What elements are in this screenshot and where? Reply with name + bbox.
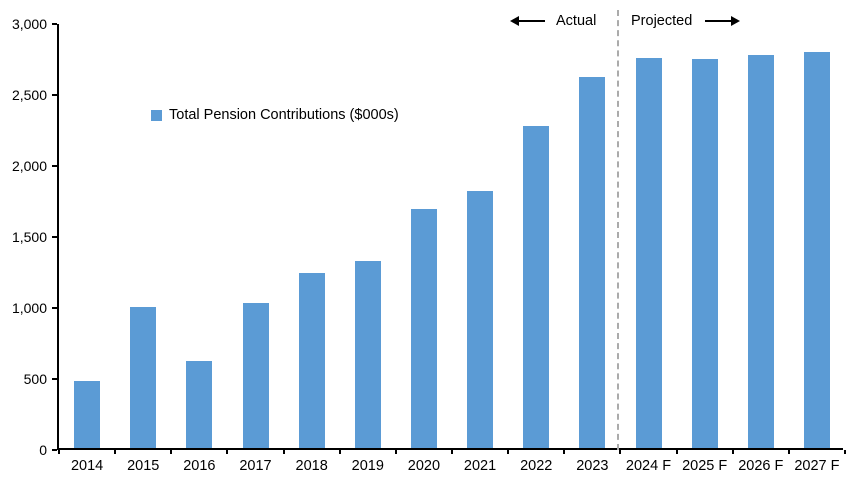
right-arrow-icon [705, 16, 741, 26]
x-axis-label: 2015 [127, 458, 160, 474]
x-axis-tick [170, 450, 173, 454]
x-axis-tick [338, 450, 341, 454]
x-axis-label: 2024 F [625, 458, 672, 474]
x-axis-tick [394, 450, 397, 454]
x-axis-label: 2025 F [682, 458, 728, 474]
bar [635, 57, 662, 448]
bar [354, 260, 381, 448]
x-axis-label: 2017 [239, 458, 272, 474]
left-arrow-icon [510, 16, 545, 26]
plot-area: 0 500 1,000 1,500 2,000 2,500 3,000 2014 2015 201… [12, 16, 846, 474]
x-axis-tick [675, 450, 678, 454]
x-axis-tick [507, 450, 510, 454]
x-axis-label: 2022 [520, 458, 553, 474]
y-axis-label: 2,500 [11, 86, 47, 103]
legend-swatch-icon [151, 109, 162, 121]
bar [747, 54, 774, 448]
y-axis-label: 500 [23, 370, 47, 387]
legend: Total Pension Contributions ($000s) [151, 107, 399, 123]
x-axis-label: 2023 [576, 458, 609, 474]
bar [523, 125, 550, 448]
y-axis-label: 3,000 [11, 15, 47, 32]
y-axis-tick [52, 378, 57, 380]
y-axis-label: 1,500 [11, 228, 47, 245]
x-axis-tick [731, 450, 734, 454]
bar [410, 209, 437, 448]
x-axis-label: 2027 F [794, 458, 840, 474]
actual-projected-divider [617, 10, 620, 450]
actual-annotation: Actual [510, 13, 596, 29]
x-axis-tick [451, 450, 453, 454]
x-axis-tick [114, 450, 117, 454]
bar [130, 307, 157, 448]
bar [691, 58, 718, 448]
y-axis-tick [52, 94, 57, 96]
x-axis-label: 2014 [70, 458, 104, 474]
bar [298, 273, 325, 448]
x-axis-label: 2026 F [738, 458, 784, 474]
y-axis-tick [52, 449, 57, 451]
projected-label: Projected [631, 13, 693, 29]
y-axis-label: 1,000 [11, 299, 47, 316]
y-axis-label: 2,000 [11, 157, 47, 174]
x-axis-label: 2021 [463, 458, 497, 474]
y-axis-tick [52, 307, 57, 309]
bar [74, 381, 101, 448]
x-axis-tick [58, 450, 60, 454]
actual-label: Actual [556, 13, 597, 29]
y-axis-label: 0 [39, 441, 47, 458]
bar [242, 303, 269, 448]
x-axis-tick [563, 450, 566, 454]
x-axis-label: 2020 [407, 458, 441, 474]
bar [186, 361, 213, 448]
x-axis-tick [282, 450, 285, 454]
projected-annotation: Projected [631, 13, 741, 29]
x-axis-tick [787, 450, 790, 454]
legend-label: Total Pension Contributions ($000s) [169, 107, 399, 123]
x-axis-tick [226, 450, 229, 454]
bar [803, 51, 830, 448]
x-axis-label: 2016 [183, 458, 216, 474]
x-axis-label: 2019 [351, 458, 384, 474]
bar [579, 77, 606, 448]
y-axis-tick [52, 165, 57, 167]
x-axis-tick [619, 450, 622, 454]
bar [467, 190, 494, 448]
x-axis-tick [844, 450, 846, 454]
y-axis-tick [52, 236, 57, 238]
y-axis-tick [52, 23, 57, 25]
x-axis-label: 2018 [295, 458, 328, 474]
